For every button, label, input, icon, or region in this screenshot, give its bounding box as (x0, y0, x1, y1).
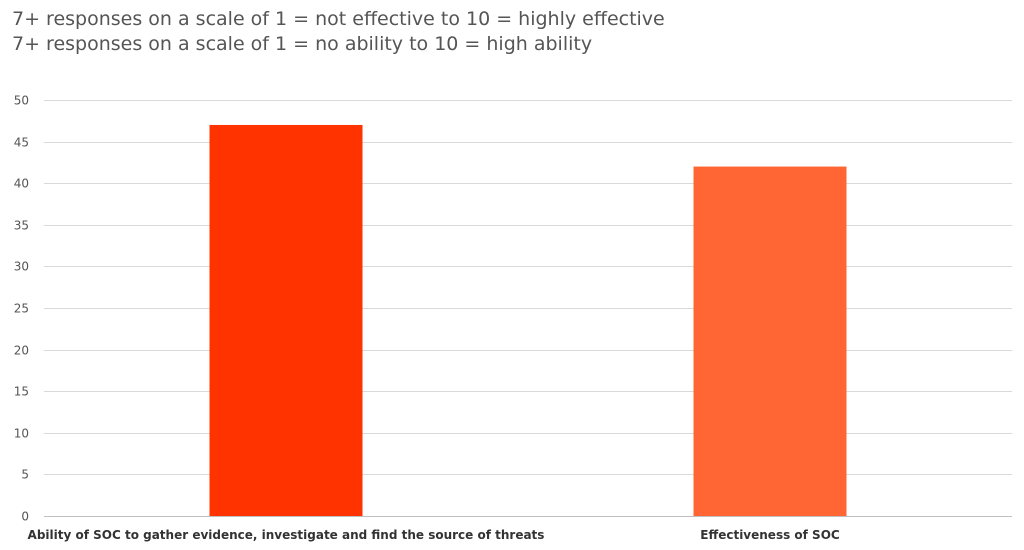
x-category-label: Effectiveness of SOC (700, 528, 840, 542)
bar (693, 166, 847, 516)
y-tick-label: 20 (14, 344, 29, 358)
y-tick-label: 10 (14, 427, 29, 441)
y-tick-label: 50 (14, 94, 29, 108)
chart-subtitle-line-2: 7+ responses on a scale of 1 = no abilit… (12, 33, 593, 55)
chart-subtitle-line-1: 7+ responses on a scale of 1 = not effec… (12, 8, 665, 30)
y-tick-label: 0 (21, 510, 29, 524)
y-tick-label: 15 (14, 385, 29, 399)
y-tick-label: 45 (14, 136, 29, 150)
bar (209, 124, 363, 517)
y-tick-label: 35 (14, 219, 29, 233)
x-category-label: Ability of SOC to gather evidence, inves… (28, 528, 545, 542)
y-tick-label: 40 (14, 177, 29, 191)
y-tick-label: 5 (21, 468, 29, 482)
y-tick-label: 25 (14, 302, 29, 316)
y-tick-label: 30 (14, 260, 29, 274)
